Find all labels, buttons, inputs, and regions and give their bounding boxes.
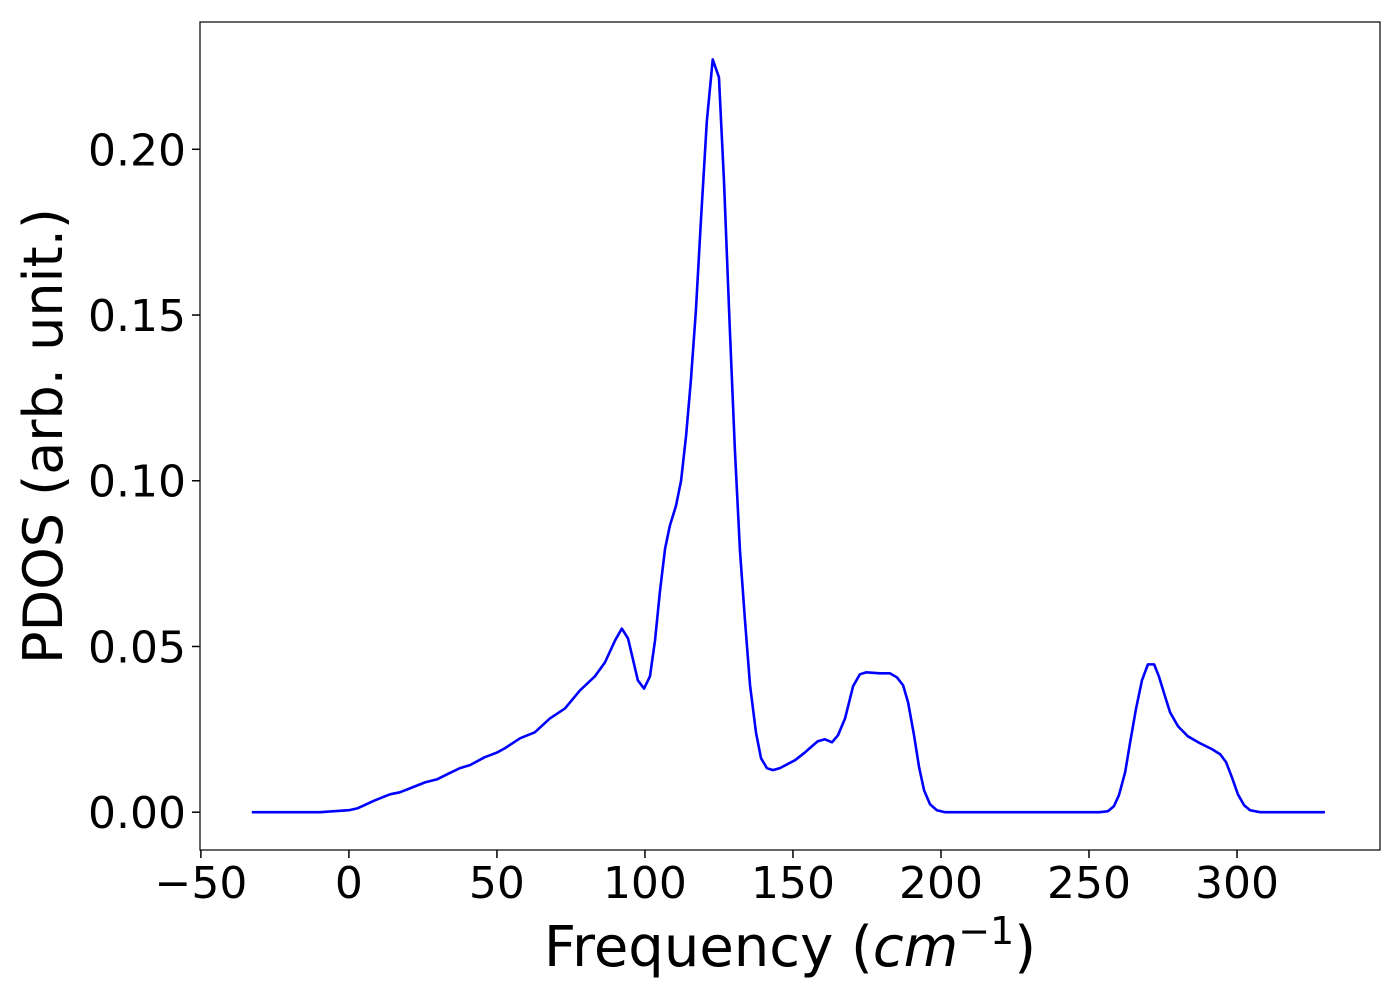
x-tick-label: 100 bbox=[603, 858, 687, 909]
x-tick-label: 300 bbox=[1195, 858, 1279, 909]
x-axis-label: Frequency (cm−1) bbox=[544, 909, 1036, 980]
y-tick-label: 0.15 bbox=[88, 291, 186, 342]
y-axis-label: PDOS (arb. unit.) bbox=[12, 208, 75, 664]
y-tick-label: 0.00 bbox=[88, 788, 186, 839]
x-axis-label-unit: cm bbox=[873, 915, 958, 980]
x-tick-label: 200 bbox=[899, 858, 983, 909]
y-tick-label: 0.10 bbox=[88, 457, 186, 508]
x-tick-label: −50 bbox=[154, 858, 247, 909]
x-tick-label: 250 bbox=[1047, 858, 1131, 909]
x-tick-label: 0 bbox=[335, 858, 363, 909]
plot-frame bbox=[199, 21, 1381, 851]
y-tick-label: 0.20 bbox=[88, 125, 186, 176]
data-line bbox=[251, 58, 1325, 814]
y-tick-label: 0.05 bbox=[88, 622, 186, 673]
x-tick-label: 150 bbox=[751, 858, 835, 909]
x-axis-label-close: ) bbox=[1014, 915, 1036, 980]
x-tick-label: 50 bbox=[469, 858, 525, 909]
x-axis-label-text: Frequency ( bbox=[544, 915, 873, 980]
x-axis-label-exponent: −1 bbox=[958, 909, 1014, 953]
